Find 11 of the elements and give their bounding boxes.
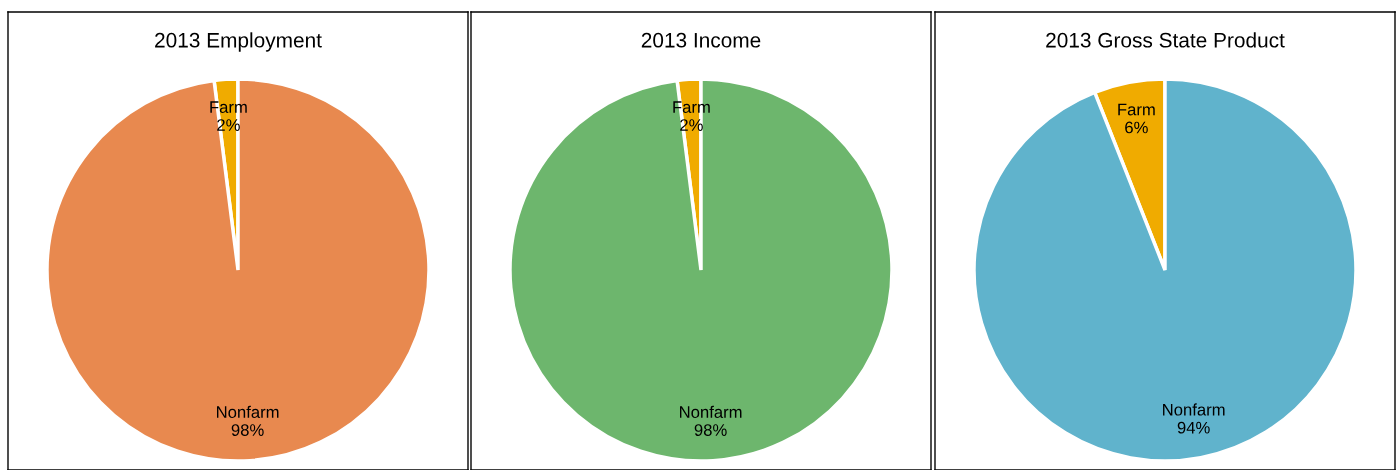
data-label: 6% — [1125, 121, 1148, 134]
chart-title: 2013 Income — [641, 32, 761, 48]
slice-label: Farm — [1118, 103, 1155, 116]
chart-title: 2013 Employment — [155, 32, 322, 52]
data-label: 98% — [231, 424, 264, 436]
slice-label: Nonfarm — [680, 405, 742, 418]
slice-label: Nonfarm — [1163, 403, 1225, 416]
data-label: 98% — [694, 424, 727, 436]
data-label: 94% — [1177, 421, 1210, 434]
slice-label: Nonfarm — [217, 405, 279, 418]
chart-title: 2013 Gross State Product — [1046, 32, 1285, 48]
